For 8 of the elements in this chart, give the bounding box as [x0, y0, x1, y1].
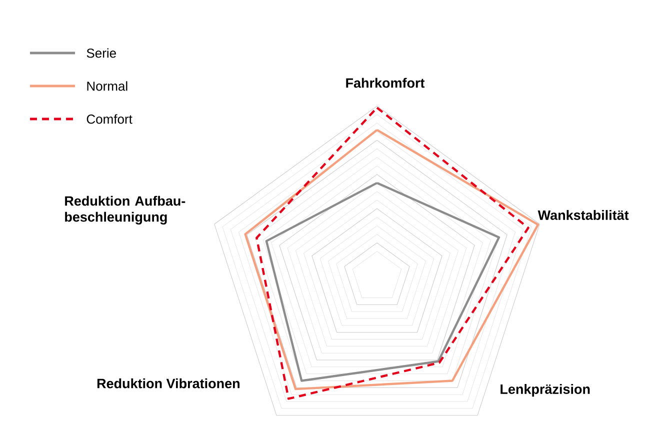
legend-label: Comfort	[86, 114, 132, 124]
legend-label: Normal	[87, 81, 128, 91]
spoke-label: Lenkpräzision	[500, 384, 590, 397]
spoke-label: Wankstabilität	[538, 210, 629, 220]
legend-label: Serie	[86, 48, 116, 58]
spoke-label: Fahrkomfort	[346, 78, 425, 88]
spoke-label: Reduktion Aufbau-beschleunigung	[65, 196, 186, 224]
spoke-label: Reduktion Vibrationen	[97, 378, 240, 388]
